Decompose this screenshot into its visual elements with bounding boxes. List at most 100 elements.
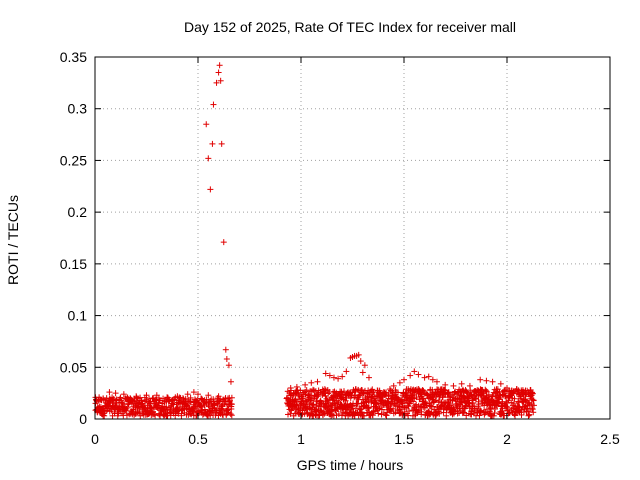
data-point [477, 408, 484, 415]
data-point [529, 396, 536, 403]
data-point [218, 140, 225, 147]
data-point [299, 407, 306, 414]
x-tick-label: 0.5 [188, 431, 208, 447]
data-point [227, 411, 234, 418]
data-point [228, 394, 235, 401]
data-point [526, 411, 533, 418]
data-point [395, 389, 402, 396]
data-point [418, 391, 425, 398]
y-tick-label: 0.35 [60, 49, 87, 65]
data-point [418, 408, 425, 415]
data-point [515, 403, 522, 410]
plot-frame [94, 56, 611, 420]
data-point [390, 382, 397, 389]
data-point [458, 380, 465, 387]
data-point [146, 399, 153, 406]
data-point [179, 395, 186, 402]
data-point [365, 404, 372, 411]
data-point [487, 411, 494, 418]
data-point [384, 409, 391, 416]
y-axis-label: ROTI / TECUs [5, 195, 21, 285]
data-point [321, 410, 328, 417]
data-point [398, 396, 405, 403]
data-point [203, 121, 210, 128]
y-tick-label: 0.1 [68, 308, 88, 324]
data-point [406, 408, 413, 415]
x-axis-label: GPS time / hours [297, 457, 404, 473]
data-point [365, 398, 372, 405]
data-point [228, 412, 235, 419]
data-point [205, 155, 212, 162]
data-point [401, 376, 407, 383]
x-tick-label: 1.5 [394, 431, 414, 447]
data-point [345, 410, 352, 417]
data-point [517, 393, 524, 400]
y-tick-label: 0.25 [60, 152, 87, 168]
ticks [94, 56, 611, 420]
data-point [151, 411, 158, 418]
data-point [223, 356, 230, 363]
data-point [511, 395, 518, 402]
data-point [210, 101, 217, 108]
data-point [293, 402, 300, 409]
data-point [530, 397, 537, 404]
data-point [205, 392, 212, 399]
data-point [407, 372, 414, 379]
data-point [357, 406, 364, 413]
data-point [410, 398, 417, 405]
data-point [489, 378, 496, 385]
x-tick-label: 1 [297, 431, 305, 447]
data-point [339, 373, 346, 380]
x-tick-label: 0 [91, 431, 99, 447]
data-point [463, 389, 470, 396]
data-point [411, 368, 418, 375]
data-point [459, 410, 466, 417]
x-tick-label: 2.5 [600, 431, 620, 447]
data-point [217, 77, 224, 84]
data-point [293, 383, 300, 390]
data-point [433, 378, 440, 385]
data-point [375, 410, 382, 417]
data-point [222, 346, 229, 353]
data-point [385, 391, 392, 398]
data-point [216, 62, 223, 69]
data-point [204, 411, 211, 418]
data-point [480, 408, 487, 415]
data-point [328, 403, 335, 410]
data-point [465, 400, 472, 407]
data-point [369, 411, 376, 418]
data-point [120, 391, 127, 398]
data-point [369, 386, 376, 393]
data-point [310, 401, 317, 408]
data-point [330, 374, 337, 381]
data-point [220, 239, 227, 246]
data-point [499, 407, 506, 414]
data-point [530, 409, 537, 416]
data-point [420, 387, 427, 394]
data-point [228, 401, 235, 408]
data-point [429, 376, 436, 383]
data-point [383, 412, 390, 419]
data-point [359, 369, 366, 376]
data-point [302, 404, 309, 411]
tick-labels: 0 0.05 0.1 0.15 0.2 0.25 0.3 0.35 0 0.5 1 1.5 2 2.5 [60, 49, 620, 447]
data-point [312, 388, 319, 395]
data-point [320, 412, 327, 419]
data-point [124, 404, 131, 411]
data-point [287, 392, 294, 399]
data-point [357, 358, 364, 365]
data-point [361, 412, 368, 419]
data-point [214, 395, 221, 402]
grid-lines [95, 57, 610, 419]
chart-title: Day 152 of 2025, Rate Of TEC Index for r… [184, 19, 516, 35]
data-point [425, 373, 432, 380]
data-point [396, 379, 403, 386]
data-point [195, 391, 201, 398]
data-point [314, 378, 321, 385]
data-point [112, 390, 119, 397]
data-point [477, 376, 484, 383]
data-point [184, 391, 191, 398]
data-point [442, 381, 449, 388]
data-point [483, 377, 490, 384]
